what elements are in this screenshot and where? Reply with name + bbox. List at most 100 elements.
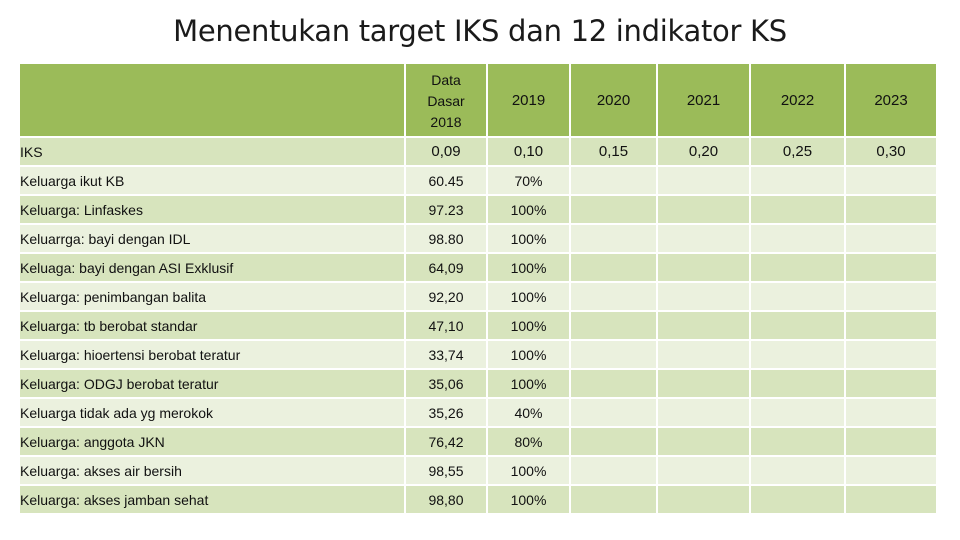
indicator-base-value: 76,42: [404, 426, 488, 457]
empty-cell: [569, 223, 658, 254]
indicator-base-value: 35,26: [404, 397, 488, 428]
empty-cell: [749, 368, 846, 399]
header-row: Data Dasar 2018 2019 2020 2021 2022 2023: [18, 62, 938, 138]
empty-cell: [569, 484, 658, 515]
empty-cell: [749, 310, 846, 341]
indicator-target-2019: 80%: [486, 426, 571, 457]
empty-cell: [569, 310, 658, 341]
table-row: Keluarga: akses jamban sehat 98,80 100%: [18, 484, 938, 515]
iks-base: 0,09: [404, 136, 488, 167]
empty-cell: [749, 194, 846, 225]
empty-cell: [844, 368, 938, 399]
empty-cell: [844, 484, 938, 515]
empty-cell: [656, 397, 751, 428]
indicator-base-value: 98.80: [404, 223, 488, 254]
empty-cell: [749, 455, 846, 486]
indicator-label: Keluarga: ODGJ berobat teratur: [18, 368, 406, 399]
indicator-base-value: 97.23: [404, 194, 488, 225]
empty-cell: [844, 455, 938, 486]
empty-cell: [844, 223, 938, 254]
empty-cell: [656, 339, 751, 370]
empty-cell: [569, 194, 658, 225]
iks-target-2019: 0,10: [486, 136, 571, 167]
table-row: Keluarrga: bayi dengan IDL 98.80 100%: [18, 223, 938, 254]
indicator-label: Keluarga: Linfaskes: [18, 194, 406, 225]
indicator-base-value: 47,10: [404, 310, 488, 341]
empty-cell: [656, 194, 751, 225]
header-base-line-2: Dasar: [427, 92, 465, 109]
iks-target-2021: 0,20: [656, 136, 751, 167]
indicator-base-value: 98,55: [404, 455, 488, 486]
iks-target-table: Data Dasar 2018 2019 2020 2021 2022 2023…: [18, 62, 938, 515]
indicator-label: Keluarga: penimbangan balita: [18, 281, 406, 312]
indicator-base-value: 60.45: [404, 165, 488, 196]
indicator-target-2019: 100%: [486, 194, 571, 225]
header-base-line-3: 2018: [430, 113, 462, 130]
empty-cell: [844, 339, 938, 370]
table-row: Keluarga tidak ada yg merokok 35,26 40%: [18, 397, 938, 428]
empty-cell: [569, 426, 658, 457]
empty-cell: [569, 281, 658, 312]
empty-cell: [569, 252, 658, 283]
empty-cell: [749, 281, 846, 312]
empty-cell: [569, 368, 658, 399]
header-label-cell: [18, 62, 406, 138]
table-row: Keluarga: hioertensi berobat teratur 33,7…: [18, 339, 938, 370]
empty-cell: [569, 339, 658, 370]
indicator-target-2019: 100%: [486, 339, 571, 370]
indicator-label: Keluarga ikut KB: [18, 165, 406, 196]
indicator-label: Keluarga: anggota JKN: [18, 426, 406, 457]
empty-cell: [656, 426, 751, 457]
empty-cell: [749, 223, 846, 254]
empty-cell: [844, 252, 938, 283]
header-year-2022: 2022: [749, 62, 846, 138]
empty-cell: [569, 455, 658, 486]
indicator-label: Keluarga: akses air bersih: [18, 455, 406, 486]
indicator-target-2019: 100%: [486, 368, 571, 399]
iks-label: IKS: [18, 136, 406, 167]
header-year-2020: 2020: [569, 62, 658, 138]
indicator-target-2019: 40%: [486, 397, 571, 428]
indicator-target-2019: 100%: [486, 252, 571, 283]
indicator-label: Keluaga: bayi dengan ASI Exklusif: [18, 252, 406, 283]
table-row: Keluaga: bayi dengan ASI Exklusif 64,09 10…: [18, 252, 938, 283]
empty-cell: [844, 426, 938, 457]
table-row: Keluarga: anggota JKN 76,42 80%: [18, 426, 938, 457]
indicator-base-value: 92,20: [404, 281, 488, 312]
header-year-2019: 2019: [486, 62, 571, 138]
table-row: Keluarga ikut KB 60.45 70%: [18, 165, 938, 196]
indicator-label: Keluarga tidak ada yg merokok: [18, 397, 406, 428]
table-row: Keluarga: akses air bersih 98,55 100%: [18, 455, 938, 486]
empty-cell: [749, 426, 846, 457]
empty-cell: [844, 397, 938, 428]
empty-cell: [844, 281, 938, 312]
empty-cell: [656, 368, 751, 399]
indicator-label: Keluarga: akses jamban sehat: [18, 484, 406, 515]
indicator-target-2019: 100%: [486, 310, 571, 341]
iks-target-2022: 0,25: [749, 136, 846, 167]
empty-cell: [656, 165, 751, 196]
header-year-2021: 2021: [656, 62, 751, 138]
empty-cell: [844, 194, 938, 225]
indicator-label: Keluarga: tb berobat standar: [18, 310, 406, 341]
iks-row: IKS 0,09 0,10 0,15 0,20 0,25 0,30: [18, 136, 938, 167]
indicator-target-2019: 100%: [486, 223, 571, 254]
table-row: Keluarga: Linfaskes 97.23 100%: [18, 194, 938, 225]
empty-cell: [749, 165, 846, 196]
empty-cell: [749, 397, 846, 428]
empty-cell: [656, 223, 751, 254]
empty-cell: [656, 310, 751, 341]
empty-cell: [844, 165, 938, 196]
empty-cell: [656, 252, 751, 283]
empty-cell: [656, 281, 751, 312]
header-base-year: Data Dasar 2018: [404, 62, 488, 138]
indicator-target-2019: 70%: [486, 165, 571, 196]
indicator-target-2019: 100%: [486, 281, 571, 312]
empty-cell: [569, 397, 658, 428]
header-year-2023: 2023: [844, 62, 938, 138]
empty-cell: [569, 165, 658, 196]
slide-title: Menentukan target IKS dan 12 indikator K…: [173, 14, 787, 48]
indicator-label: Keluarrga: bayi dengan IDL: [18, 223, 406, 254]
indicator-label: Keluarga: hioertensi berobat teratur: [18, 339, 406, 370]
indicator-base-value: 35,06: [404, 368, 488, 399]
